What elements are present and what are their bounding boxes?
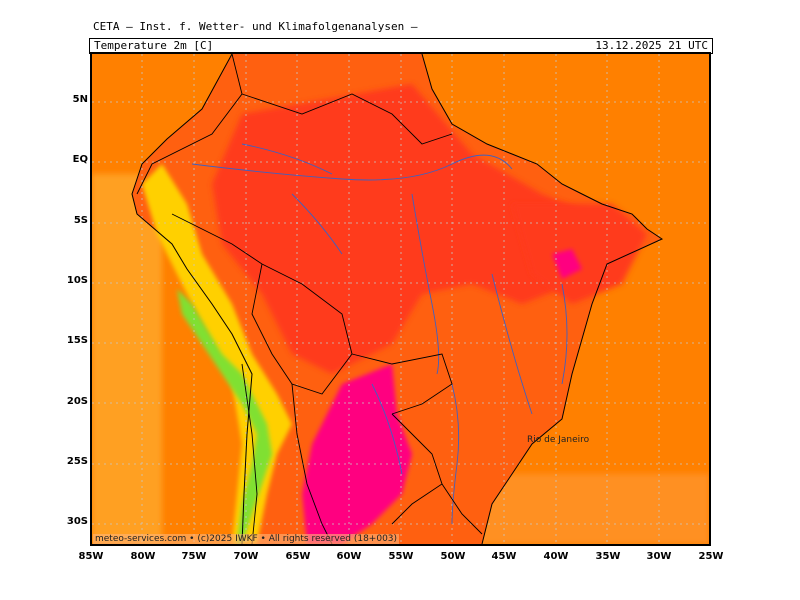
lat-label-5n: 5N bbox=[72, 94, 88, 105]
parameter-label: Temperature 2m [C] bbox=[94, 39, 214, 52]
lon-label-65w: 65W bbox=[285, 551, 311, 562]
country-borders bbox=[136, 54, 483, 544]
lon-label-35w: 35W bbox=[595, 551, 621, 562]
lat-label-25s: 25S bbox=[66, 456, 88, 467]
lon-label-85w: 85W bbox=[78, 551, 104, 562]
lon-label-70w: 70W bbox=[233, 551, 259, 562]
lon-label-60w: 60W bbox=[336, 551, 362, 562]
institute-header: CETA – Inst. f. Wetter- und Klimafolgena… bbox=[93, 20, 418, 33]
temperature-map bbox=[90, 52, 711, 546]
pacific-cooler-area bbox=[92, 174, 162, 544]
hot-spot-ne bbox=[552, 249, 582, 279]
city-label-rio: Rio de Janeiro bbox=[527, 435, 590, 445]
lat-label-5s: 5S bbox=[73, 215, 88, 226]
copyright-footer: meteo-services.com • (c)2025 IWKF • All … bbox=[93, 534, 400, 544]
map-canvas bbox=[92, 54, 709, 544]
lon-label-30w: 30W bbox=[646, 551, 672, 562]
rivers bbox=[191, 143, 568, 525]
lat-label-15s: 15S bbox=[66, 335, 88, 346]
lon-label-50w: 50W bbox=[440, 551, 466, 562]
lat-label-30s: 30S bbox=[66, 516, 88, 527]
lon-label-40w: 40W bbox=[543, 551, 569, 562]
lon-label-80w: 80W bbox=[130, 551, 156, 562]
lon-label-25w: 25W bbox=[698, 551, 724, 562]
valid-time-label: 13.12.2025 21 UTC bbox=[595, 39, 708, 52]
lon-label-75w: 75W bbox=[181, 551, 207, 562]
very-hot-chaco-area bbox=[302, 364, 412, 544]
lat-label-20s: 20S bbox=[66, 396, 88, 407]
lat-label-eq: EQ bbox=[72, 154, 88, 165]
hot-interior-area bbox=[212, 84, 592, 374]
lon-label-45w: 45W bbox=[491, 551, 517, 562]
hot-northeast-area bbox=[512, 204, 647, 304]
lon-label-55w: 55W bbox=[388, 551, 414, 562]
coastline bbox=[131, 54, 664, 544]
andes-cold-strip bbox=[177, 289, 272, 544]
lat-label-10s: 10S bbox=[66, 275, 88, 286]
